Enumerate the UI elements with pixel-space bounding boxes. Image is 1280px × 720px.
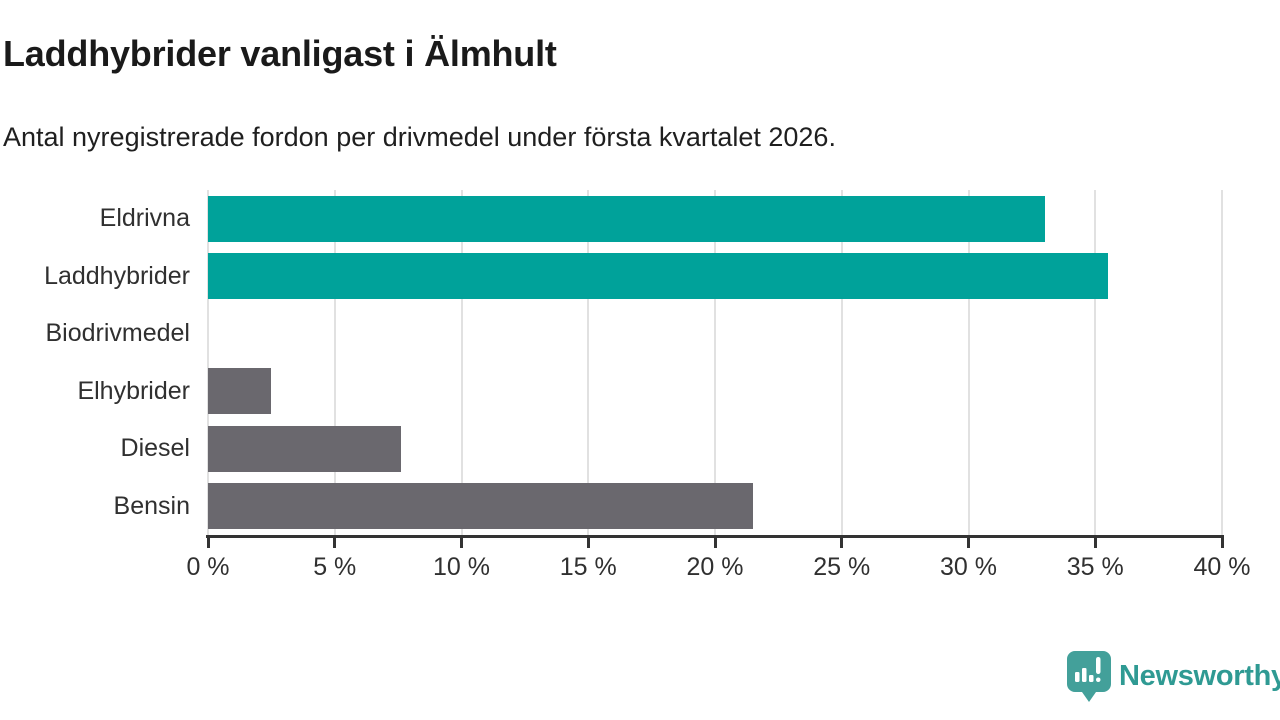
chart-subtitle: Antal nyregistrerade fordon per drivmede…: [3, 122, 836, 152]
axis-tick-label: 5 %: [313, 553, 357, 581]
bar: [208, 368, 272, 415]
bar-track: [208, 425, 1222, 472]
category-label: Laddhybrider: [44, 261, 190, 290]
axis-tick: [840, 538, 844, 548]
axis-tick: [967, 538, 970, 548]
newsworthy-speech-bubble-bar-chart-icon: [1066, 650, 1112, 703]
bar-track: [208, 311, 1222, 357]
axis-tick-label: 15 %: [559, 553, 617, 581]
axis-tick: [1093, 538, 1097, 548]
bar-row: Diesel: [0, 420, 1222, 478]
x-axis: 0 % 5 % 10 % 15 % 20 % 25 % 30 % 35 % 40 %: [186, 535, 1250, 590]
axis-tick-label: 35 %: [1066, 553, 1124, 581]
category-label: Elhybrider: [77, 376, 190, 405]
gridline: [967, 190, 970, 535]
bar-track: [208, 195, 1222, 242]
chart-title: Laddhybrider vanligast i Älmhult: [3, 33, 557, 74]
x-axis-line: [206, 535, 1224, 538]
gridline: [714, 190, 716, 535]
bar-rows: Eldrivna Laddhybrider Biodrivmedel Elhybrid…: [0, 190, 1222, 535]
gridline: [1221, 190, 1223, 535]
bar-track: [208, 368, 1222, 415]
bar-track: [208, 483, 1222, 530]
bar: [208, 253, 1108, 300]
newsworthy-wordmark: Newsworthy: [1119, 660, 1280, 692]
axis-tick-label: 20 %: [686, 553, 744, 581]
bar: [208, 483, 754, 530]
axis-tick-label: 40 %: [1193, 553, 1251, 581]
category-label: Bensin: [113, 491, 190, 520]
gridline: [587, 190, 590, 535]
axis-tick-label: 0 %: [186, 553, 230, 581]
axis-tick-label: 25 %: [813, 553, 871, 581]
axis-tick: [586, 538, 590, 548]
gridline: [460, 190, 463, 535]
bar-track: [208, 253, 1222, 300]
bar: [208, 195, 1045, 242]
axis-tick: [460, 538, 463, 548]
category-label: Diesel: [120, 434, 190, 463]
axis-tick-label: 10 %: [433, 553, 490, 581]
axis-tick: [206, 538, 210, 548]
axis-tick: [713, 538, 717, 548]
bar: [208, 425, 401, 472]
bar-chart: Eldrivna Laddhybrider Biodrivmedel Elhybrid…: [0, 190, 1250, 590]
axis-tick: [1220, 538, 1224, 548]
bar-row: Laddhybrider: [0, 248, 1222, 306]
gridline: [333, 190, 336, 535]
gridline: [207, 190, 209, 535]
plot-area: [207, 190, 1223, 535]
category-label: Eldrivna: [99, 204, 190, 233]
bar-row: Eldrivna: [0, 190, 1222, 248]
bar-row: Bensin: [0, 478, 1222, 536]
axis-tick-label: 30 %: [940, 553, 997, 581]
gridline: [840, 190, 843, 535]
newsworthy-logo[interactable]: Newsworthy: [1066, 650, 1280, 703]
bar-row: Elhybrider: [0, 363, 1222, 421]
bar-row: Biodrivmedel: [0, 305, 1222, 363]
axis-tick: [333, 538, 337, 548]
category-label: Biodrivmedel: [45, 319, 190, 348]
gridline: [1094, 190, 1097, 535]
